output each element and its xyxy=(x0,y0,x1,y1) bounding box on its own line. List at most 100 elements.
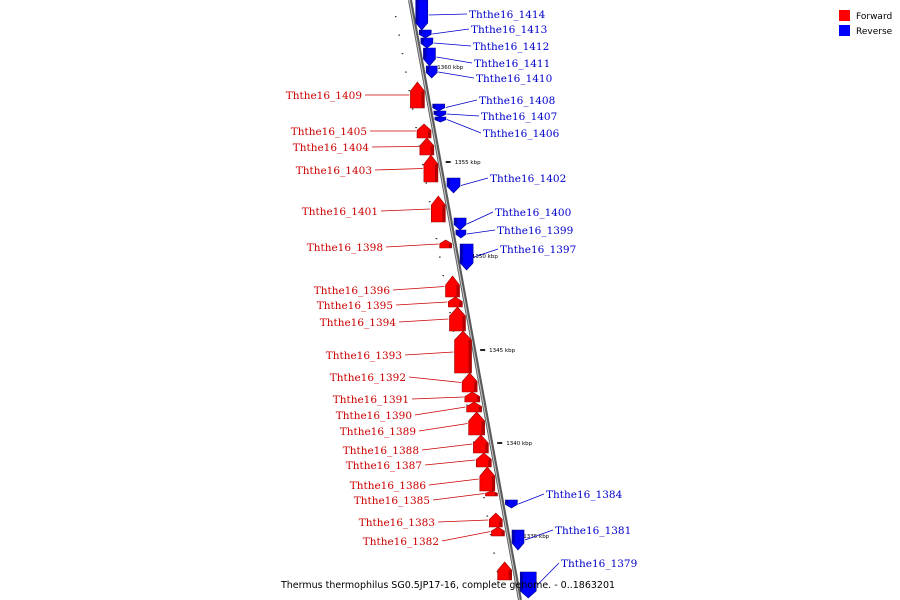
genome-caption: Thermus thermophilus SG0.5JP17-16, compl… xyxy=(280,580,615,591)
reverse-gene-shade xyxy=(432,104,436,108)
reverse-label-leader xyxy=(446,113,480,117)
forward-gene-shade xyxy=(481,421,485,435)
reverse-gene-label: Ththe16_1407 xyxy=(481,111,557,123)
reverse-gene-label: Ththe16_1379 xyxy=(561,558,637,570)
reverse-label-leader xyxy=(524,529,554,541)
reverse-gene-label: Ththe16_1400 xyxy=(495,207,571,219)
forward-gene-label: Ththe16_1387 xyxy=(346,460,422,472)
reverse-label-leader xyxy=(473,248,499,258)
reverse-label-leader xyxy=(432,28,470,35)
forward-gene-label: Ththe16_1388 xyxy=(343,445,419,457)
forward-gene-label: Ththe16_1393 xyxy=(326,350,402,362)
axis-minor-tick xyxy=(483,497,485,499)
axis-tick-label: 1350 kbp xyxy=(472,254,498,260)
forward-gene-label: Ththe16_1382 xyxy=(363,536,439,548)
forward-label-leader xyxy=(408,376,462,383)
forward-gene-shade xyxy=(501,531,505,536)
reverse-gene-label: Ththe16_1381 xyxy=(555,525,631,537)
reverse-label-leader xyxy=(438,71,475,79)
forward-gene-shade xyxy=(485,443,489,453)
forward-gene-label: Ththe16_1396 xyxy=(314,285,391,297)
reverse-label-leader xyxy=(460,177,489,186)
forward-label-leader xyxy=(428,478,479,486)
reverse-gene-shade xyxy=(520,572,524,591)
forward-gene-shade xyxy=(456,285,460,297)
axis-tick-mark xyxy=(480,349,486,351)
forward-gene-shade xyxy=(434,164,438,182)
axis-minor-tick xyxy=(408,90,411,92)
axis-minor-tick xyxy=(425,182,428,184)
forward-gene-label: Ththe16_1395 xyxy=(317,300,393,312)
reverse-gene-label: Ththe16_1406 xyxy=(483,128,560,140)
axis-minor-tick xyxy=(472,441,475,443)
reverse-label-leader xyxy=(466,229,496,235)
reverse-gene-shade xyxy=(415,0,419,23)
reverse-gene-label: Ththe16_1397 xyxy=(500,244,576,256)
legend-forward-swatch xyxy=(839,10,850,21)
forward-gene-shade xyxy=(430,145,434,155)
legend-reverse-swatch xyxy=(839,25,850,36)
reverse-gene-label: Ththe16_1410 xyxy=(476,73,552,85)
reverse-label-leader xyxy=(466,211,494,225)
forward-gene-label: Ththe16_1392 xyxy=(330,372,406,384)
reverse-label-leader xyxy=(428,13,468,16)
legend: Forward Reverse xyxy=(839,10,893,37)
forward-label-leader xyxy=(385,243,439,248)
axis-tick-label: 1345 kbp xyxy=(489,348,515,354)
forward-gene-shade xyxy=(459,301,463,307)
forward-label-leader xyxy=(380,208,431,212)
reverse-gene-shade xyxy=(505,500,509,505)
reverse-label-leader xyxy=(518,493,545,505)
forward-gene-shade xyxy=(491,476,495,491)
axis-minor-tick xyxy=(486,515,489,517)
forward-gene-shade xyxy=(488,459,492,467)
forward-gene-label: Ththe16_1405 xyxy=(291,126,367,138)
axis-tick-label: 1355 kbp xyxy=(455,160,481,166)
forward-gene-shade xyxy=(499,519,503,527)
reverse-gene-label: Ththe16_1399 xyxy=(497,225,573,237)
forward-gene-label: Ththe16_1398 xyxy=(307,242,383,254)
legend-reverse-label: Reverse xyxy=(856,27,893,37)
forward-gene-label: Ththe16_1383 xyxy=(359,517,435,529)
forward-gene-shade xyxy=(428,130,432,138)
axis-tick-label: 1340 kbp xyxy=(506,441,532,447)
forward-label-leader xyxy=(421,443,473,451)
forward-gene-shade xyxy=(421,91,425,108)
axis-minor-tick xyxy=(489,534,492,536)
reverse-label-leader xyxy=(445,99,478,108)
axis-minor-tick xyxy=(405,71,407,73)
label-leader-lines xyxy=(365,13,560,586)
axis-minor-tick xyxy=(422,164,424,166)
axis-minor-tick xyxy=(493,552,495,554)
axis-tick-label: 1335 kbp xyxy=(523,534,549,540)
forward-gene-shade xyxy=(468,340,472,373)
axis-tick-mark xyxy=(497,442,503,444)
forward-gene-label: Ththe16_1386 xyxy=(350,480,427,492)
reverse-gene-label: Ththe16_1408 xyxy=(479,95,555,107)
axis-minor-tick xyxy=(428,201,431,203)
forward-label-leader xyxy=(414,406,466,416)
forward-label-leader xyxy=(374,168,423,171)
forward-gene-label: Ththe16_1391 xyxy=(333,394,409,406)
reverse-gene-label: Ththe16_1402 xyxy=(490,173,566,185)
forward-label-leader xyxy=(418,423,468,432)
reverse-gene-label: Ththe16_1384 xyxy=(546,489,623,501)
forward-gene-shade xyxy=(476,396,480,402)
forward-gene-shade xyxy=(508,570,512,580)
genome-axis xyxy=(408,0,522,600)
forward-gene-shade xyxy=(462,316,466,331)
forward-label-leader xyxy=(398,318,449,323)
axis-tick-mark xyxy=(445,161,451,163)
forward-gene-shade xyxy=(494,493,498,496)
forward-gene-label: Ththe16_1385 xyxy=(354,495,430,507)
axis-minor-tick xyxy=(398,34,400,36)
forward-gene-label: Ththe16_1389 xyxy=(340,426,416,438)
axis-minor-tick xyxy=(449,312,451,314)
axis-minor-tick xyxy=(466,404,468,406)
forward-label-leader xyxy=(424,459,476,466)
forward-label-leader xyxy=(437,519,489,523)
forward-label-leader xyxy=(371,146,419,148)
reverse-label-leader xyxy=(436,56,473,64)
forward-gene-label: Ththe16_1403 xyxy=(296,165,372,177)
